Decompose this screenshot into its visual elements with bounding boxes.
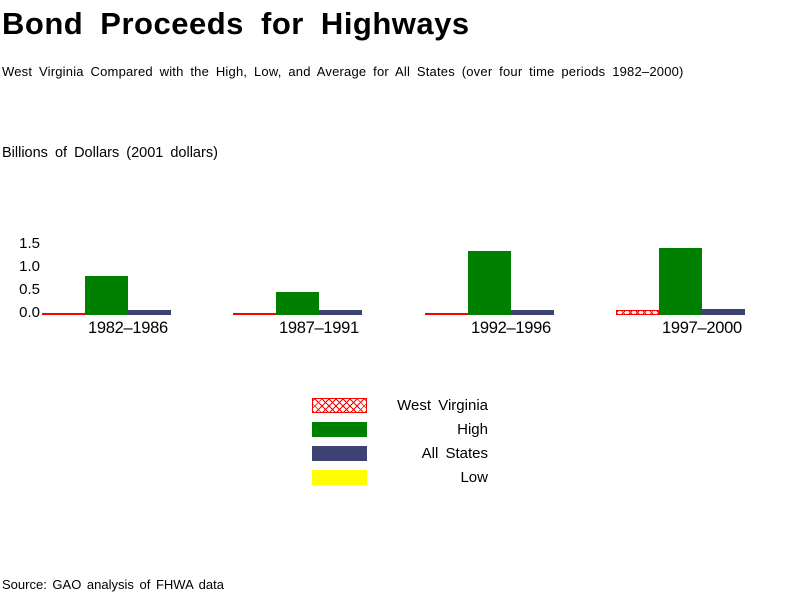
- legend-swatch-solid: [312, 446, 367, 461]
- y-tick-label: 1.5: [19, 235, 40, 252]
- legend-item-low: Low: [312, 470, 488, 485]
- page-subtitle: West Virginia Compared with the High, Lo…: [2, 64, 684, 79]
- legend: West Virginia High All States Low: [312, 398, 488, 494]
- x-tick-label: 1997–2000: [662, 319, 742, 337]
- bar-west-virginia: [616, 310, 659, 315]
- legend-label: All States: [421, 445, 488, 462]
- legend-swatch-crosshatch: [312, 398, 367, 413]
- page-title: Bond Proceeds for Highways: [2, 6, 470, 41]
- bar-high: [468, 251, 511, 315]
- legend-item-high: High: [312, 422, 488, 437]
- bar-high: [85, 276, 128, 315]
- bar-high: [276, 292, 319, 315]
- legend-swatch-solid: [312, 470, 367, 485]
- x-tick-label: 1992–1996: [471, 319, 551, 337]
- y-tick-label: 0.5: [19, 281, 40, 298]
- bar-all-states: [511, 310, 554, 315]
- bar-high: [659, 248, 702, 315]
- source-note: Source: GAO analysis of FHWA data: [2, 577, 224, 592]
- bar-all-states: [319, 310, 362, 315]
- x-tick-label: 1987–1991: [279, 319, 359, 337]
- bar-west-virginia: [42, 313, 85, 315]
- bar-west-virginia: [233, 313, 276, 315]
- legend-swatch-solid: [312, 422, 367, 437]
- legend-item-west-virginia: West Virginia: [312, 398, 488, 413]
- legend-label: West Virginia: [397, 397, 488, 414]
- bar-all-states: [128, 310, 171, 315]
- legend-label: High: [457, 421, 488, 438]
- y-tick-label: 0.0: [19, 304, 40, 321]
- bar-all-states: [702, 309, 745, 315]
- y-axis-title: Billions of Dollars (2001 dollars): [2, 145, 218, 161]
- legend-item-all-states: All States: [312, 446, 488, 461]
- bar-west-virginia: [425, 313, 468, 315]
- legend-label: Low: [460, 469, 488, 486]
- y-tick-label: 1.0: [19, 258, 40, 275]
- x-tick-label: 1982–1986: [88, 319, 168, 337]
